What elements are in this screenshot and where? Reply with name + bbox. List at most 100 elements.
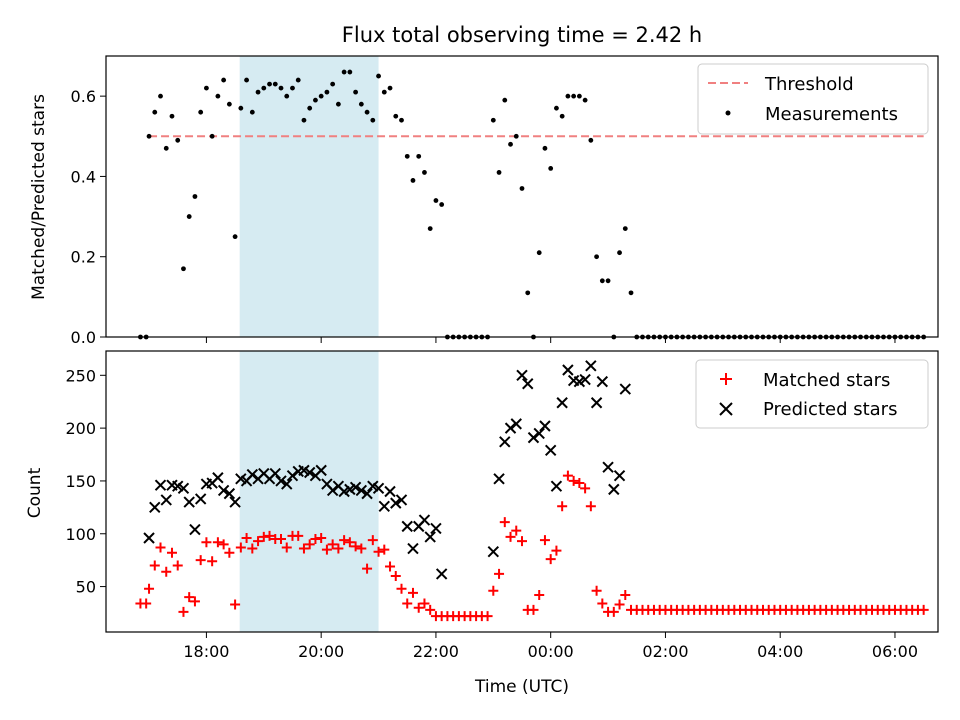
measurement-point xyxy=(347,69,353,75)
matched-star-point xyxy=(264,530,275,541)
measurement-point xyxy=(255,89,261,95)
predicted-star-point xyxy=(361,487,373,500)
y-tick-label: 100 xyxy=(65,525,96,544)
matched-star-point xyxy=(304,539,315,550)
measurement-point xyxy=(381,89,387,95)
measurement-point xyxy=(548,166,554,171)
measurement-point xyxy=(376,73,381,79)
measurement-point xyxy=(330,81,336,87)
matched-star-point xyxy=(562,470,573,481)
count-y-ticks: 50 100 150 200 250 xyxy=(65,366,106,597)
matched-star-point xyxy=(402,598,413,609)
matched-star-point xyxy=(293,530,304,541)
predicted-star-point xyxy=(499,436,511,448)
ratio-legend: Threshold Measurements xyxy=(697,63,929,135)
predicted-star-point xyxy=(160,494,172,506)
y-tick-label: 50 xyxy=(76,578,96,597)
legend-predicted-swatch xyxy=(719,402,733,416)
count-x-ticks: 18:00 20:00 22:00 00:00 02:00 04:00 06:00 xyxy=(183,632,918,661)
matched-star-point xyxy=(172,560,183,571)
matched-star-point xyxy=(614,599,625,610)
count-panel: 50 100 150 200 250 18:00 20:00 22:00 00:00 02:00… xyxy=(25,350,939,697)
matched-star-point xyxy=(597,598,608,609)
predicted-star-point xyxy=(281,478,293,490)
predicted-star-point xyxy=(217,484,230,497)
matched-star-point xyxy=(494,568,505,579)
predicted-star-point xyxy=(269,467,281,480)
measurement-point xyxy=(226,101,232,107)
matched-star-point xyxy=(413,602,424,613)
predicted-star-point xyxy=(504,422,517,434)
matched-star-point xyxy=(350,541,361,552)
predicted-star-point xyxy=(619,383,631,395)
y-tick-label: 0.4 xyxy=(71,167,96,186)
predicted-star-point xyxy=(194,493,207,505)
count-y-axis-label: Count xyxy=(25,467,45,518)
matched-star-point xyxy=(511,525,522,536)
measurement-point xyxy=(576,93,582,99)
predicted-star-point xyxy=(613,469,626,482)
measurement-point xyxy=(513,133,519,139)
measurement-point xyxy=(594,254,599,260)
y-tick-label: 150 xyxy=(65,472,96,491)
predicted-star-point xyxy=(286,469,299,482)
measurement-point xyxy=(410,178,416,183)
matched-star-point xyxy=(253,536,264,547)
legend-threshold-label: Threshold xyxy=(764,74,854,95)
predicted-star-point xyxy=(372,482,385,495)
predicted-star-point xyxy=(149,501,161,514)
matched-star-point xyxy=(230,599,241,610)
x-tick-label: 20:00 xyxy=(298,642,344,661)
predicted-star-point xyxy=(533,427,545,440)
legend-matched-swatch xyxy=(720,373,732,385)
measurement-point xyxy=(565,93,571,99)
measurement-point xyxy=(542,145,548,151)
predicted-star-point xyxy=(212,472,224,484)
y-tick-label: 0.6 xyxy=(71,87,96,106)
matched-star-point xyxy=(258,531,269,542)
measurement-point xyxy=(525,290,531,296)
matched-star-point xyxy=(385,561,396,572)
measurement-point xyxy=(628,290,634,296)
matched-star-point xyxy=(333,543,344,554)
predicted-star-point xyxy=(395,494,408,506)
matched-star-point xyxy=(517,536,527,547)
measurement-point xyxy=(192,194,198,199)
matched-star-point xyxy=(379,544,390,555)
predicted-star-point xyxy=(510,418,522,430)
measurement-point xyxy=(301,117,307,123)
x-tick-label: 06:00 xyxy=(872,642,918,661)
measurement-point xyxy=(387,85,393,91)
predicted-star-point xyxy=(602,461,614,473)
y-tick-label: 0.2 xyxy=(71,248,96,267)
measurement-point xyxy=(554,105,559,111)
predicted-star-point xyxy=(223,487,236,500)
matched-star-point xyxy=(362,563,373,574)
matched-star-point xyxy=(178,606,189,617)
measurement-point xyxy=(146,133,152,139)
predicted-star-point xyxy=(556,397,568,409)
measurement-point xyxy=(508,141,513,147)
measurement-point xyxy=(290,85,295,91)
count-legend-box xyxy=(695,359,929,429)
count-axes-frame xyxy=(105,350,939,633)
ratio-y-axis-label: Matched/Predicted stars xyxy=(29,94,49,300)
matched-star-point xyxy=(568,475,579,486)
measurement-point xyxy=(221,77,227,83)
ratio-panel: 0.0 0.2 0.4 0.6 Matched/Predicted stars Thr… xyxy=(29,55,939,347)
legend-predicted-label: Predicted stars xyxy=(763,399,897,420)
measurement-point xyxy=(232,234,238,240)
measurement-point xyxy=(559,113,565,119)
measurement-point xyxy=(370,117,376,123)
matched-star-point xyxy=(316,532,327,543)
measurement-point xyxy=(393,113,399,119)
matched-star-point xyxy=(482,611,493,622)
matched-star-point xyxy=(505,531,516,542)
x-axis-label: Time (UTC) xyxy=(474,677,569,697)
x-tick-label: 22:00 xyxy=(413,642,459,661)
measurement-point xyxy=(341,69,347,75)
measurement-point xyxy=(198,109,204,115)
predicted-star-point xyxy=(522,378,534,390)
ratio-y-ticks: 0.0 0.2 0.4 0.6 xyxy=(71,87,106,347)
